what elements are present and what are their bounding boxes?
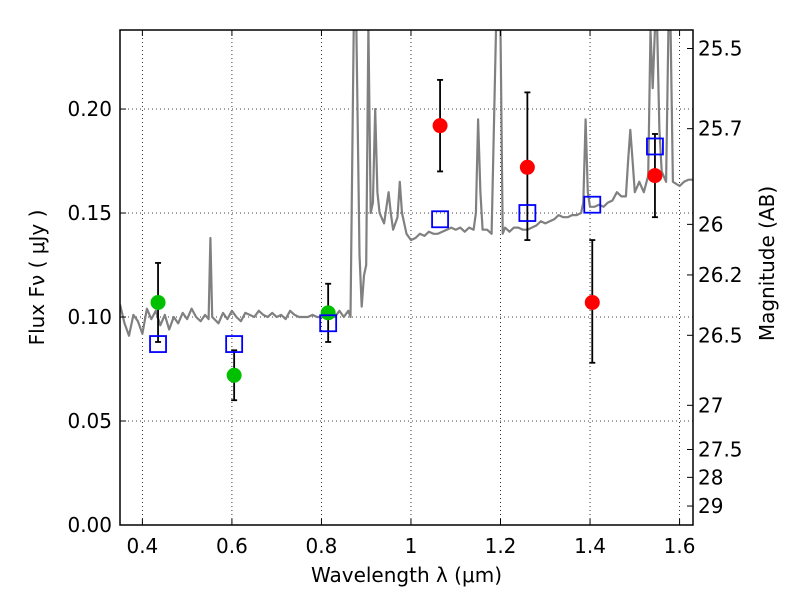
y-tick-label: 0.20	[67, 97, 112, 121]
model-point-square	[583, 195, 602, 214]
markers	[149, 118, 664, 383]
model-point-square	[225, 335, 244, 353]
x-tick-label: 0.4	[126, 534, 158, 558]
right-axis-title: Magnitude (AB)	[755, 186, 779, 341]
tick-marks	[120, 30, 693, 526]
magnitude-tick-labels: 25.5 25.7 26 26.2 26.5 27 27.5 28 29	[698, 37, 743, 519]
mag-tick-label: 29	[698, 494, 723, 518]
model-point-square	[518, 204, 537, 222]
spectrum-line-layer	[120, 30, 693, 337]
mag-tick-label: 27	[698, 393, 723, 417]
mag-tick-label: 25.7	[698, 117, 743, 141]
y-tick-label: 0.05	[67, 409, 112, 433]
grid	[120, 30, 693, 526]
model-point-square	[431, 210, 449, 229]
x-tick-labels: 0.4 0.6 0.8 1 1.2 1.4 1.6	[126, 534, 695, 558]
data-point-circle	[647, 168, 663, 184]
x-tick-label: 0.8	[306, 534, 338, 558]
mag-tick-label: 26.5	[698, 323, 743, 347]
y-axis-title: Flux Fν ( μJy )	[25, 210, 49, 346]
spectrum-line	[120, 30, 693, 337]
data-point-circle	[519, 159, 535, 175]
x-tick-label: 1.4	[574, 534, 606, 558]
mag-tick-label: 26	[698, 212, 723, 236]
mag-tick-label: 26.2	[698, 263, 743, 287]
x-tick-label: 1.2	[485, 534, 517, 558]
x-axis-title: Wavelength λ (μm)	[311, 563, 502, 587]
data-point-circle	[432, 118, 448, 134]
y-tick-labels: 0.00 0.05 0.10 0.15 0.20	[67, 97, 112, 537]
x-tick-label: 1.6	[664, 534, 696, 558]
data-point-circle	[226, 367, 242, 383]
mag-tick-label: 27.5	[698, 437, 743, 461]
y-tick-label: 0.00	[67, 513, 112, 537]
y-tick-label: 0.15	[67, 201, 112, 225]
data-point-circle	[150, 294, 166, 310]
data-point-circle	[584, 294, 600, 310]
model-point-square	[319, 314, 338, 333]
x-tick-label: 0.6	[216, 534, 248, 558]
plot-frame	[119, 29, 694, 526]
mag-tick-label: 28	[698, 465, 723, 489]
mag-tick-label: 25.5	[698, 37, 743, 61]
data-point-circle	[320, 305, 336, 321]
x-tick-label: 1	[405, 534, 418, 558]
y-tick-label: 0.10	[67, 305, 112, 329]
model-point-square	[646, 137, 664, 156]
model-point-square	[149, 335, 167, 353]
